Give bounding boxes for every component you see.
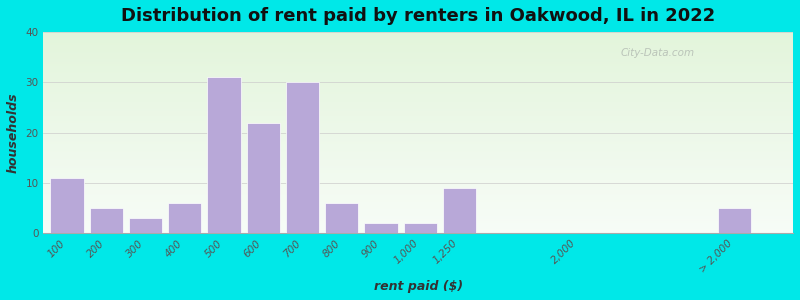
Bar [403, 223, 437, 233]
Bar [90, 208, 123, 233]
Bar [207, 77, 241, 233]
Bar [718, 208, 751, 233]
Title: Distribution of rent paid by renters in Oakwood, IL in 2022: Distribution of rent paid by renters in … [121, 7, 715, 25]
X-axis label: rent paid ($): rent paid ($) [374, 280, 463, 293]
Bar [246, 122, 280, 233]
Y-axis label: households: households [7, 92, 20, 173]
Bar [286, 82, 319, 233]
Text: City-Data.com: City-Data.com [621, 48, 694, 58]
Bar [129, 218, 162, 233]
Bar [50, 178, 84, 233]
Bar [325, 203, 358, 233]
Bar [168, 203, 202, 233]
Bar [364, 223, 398, 233]
Bar [442, 188, 476, 233]
